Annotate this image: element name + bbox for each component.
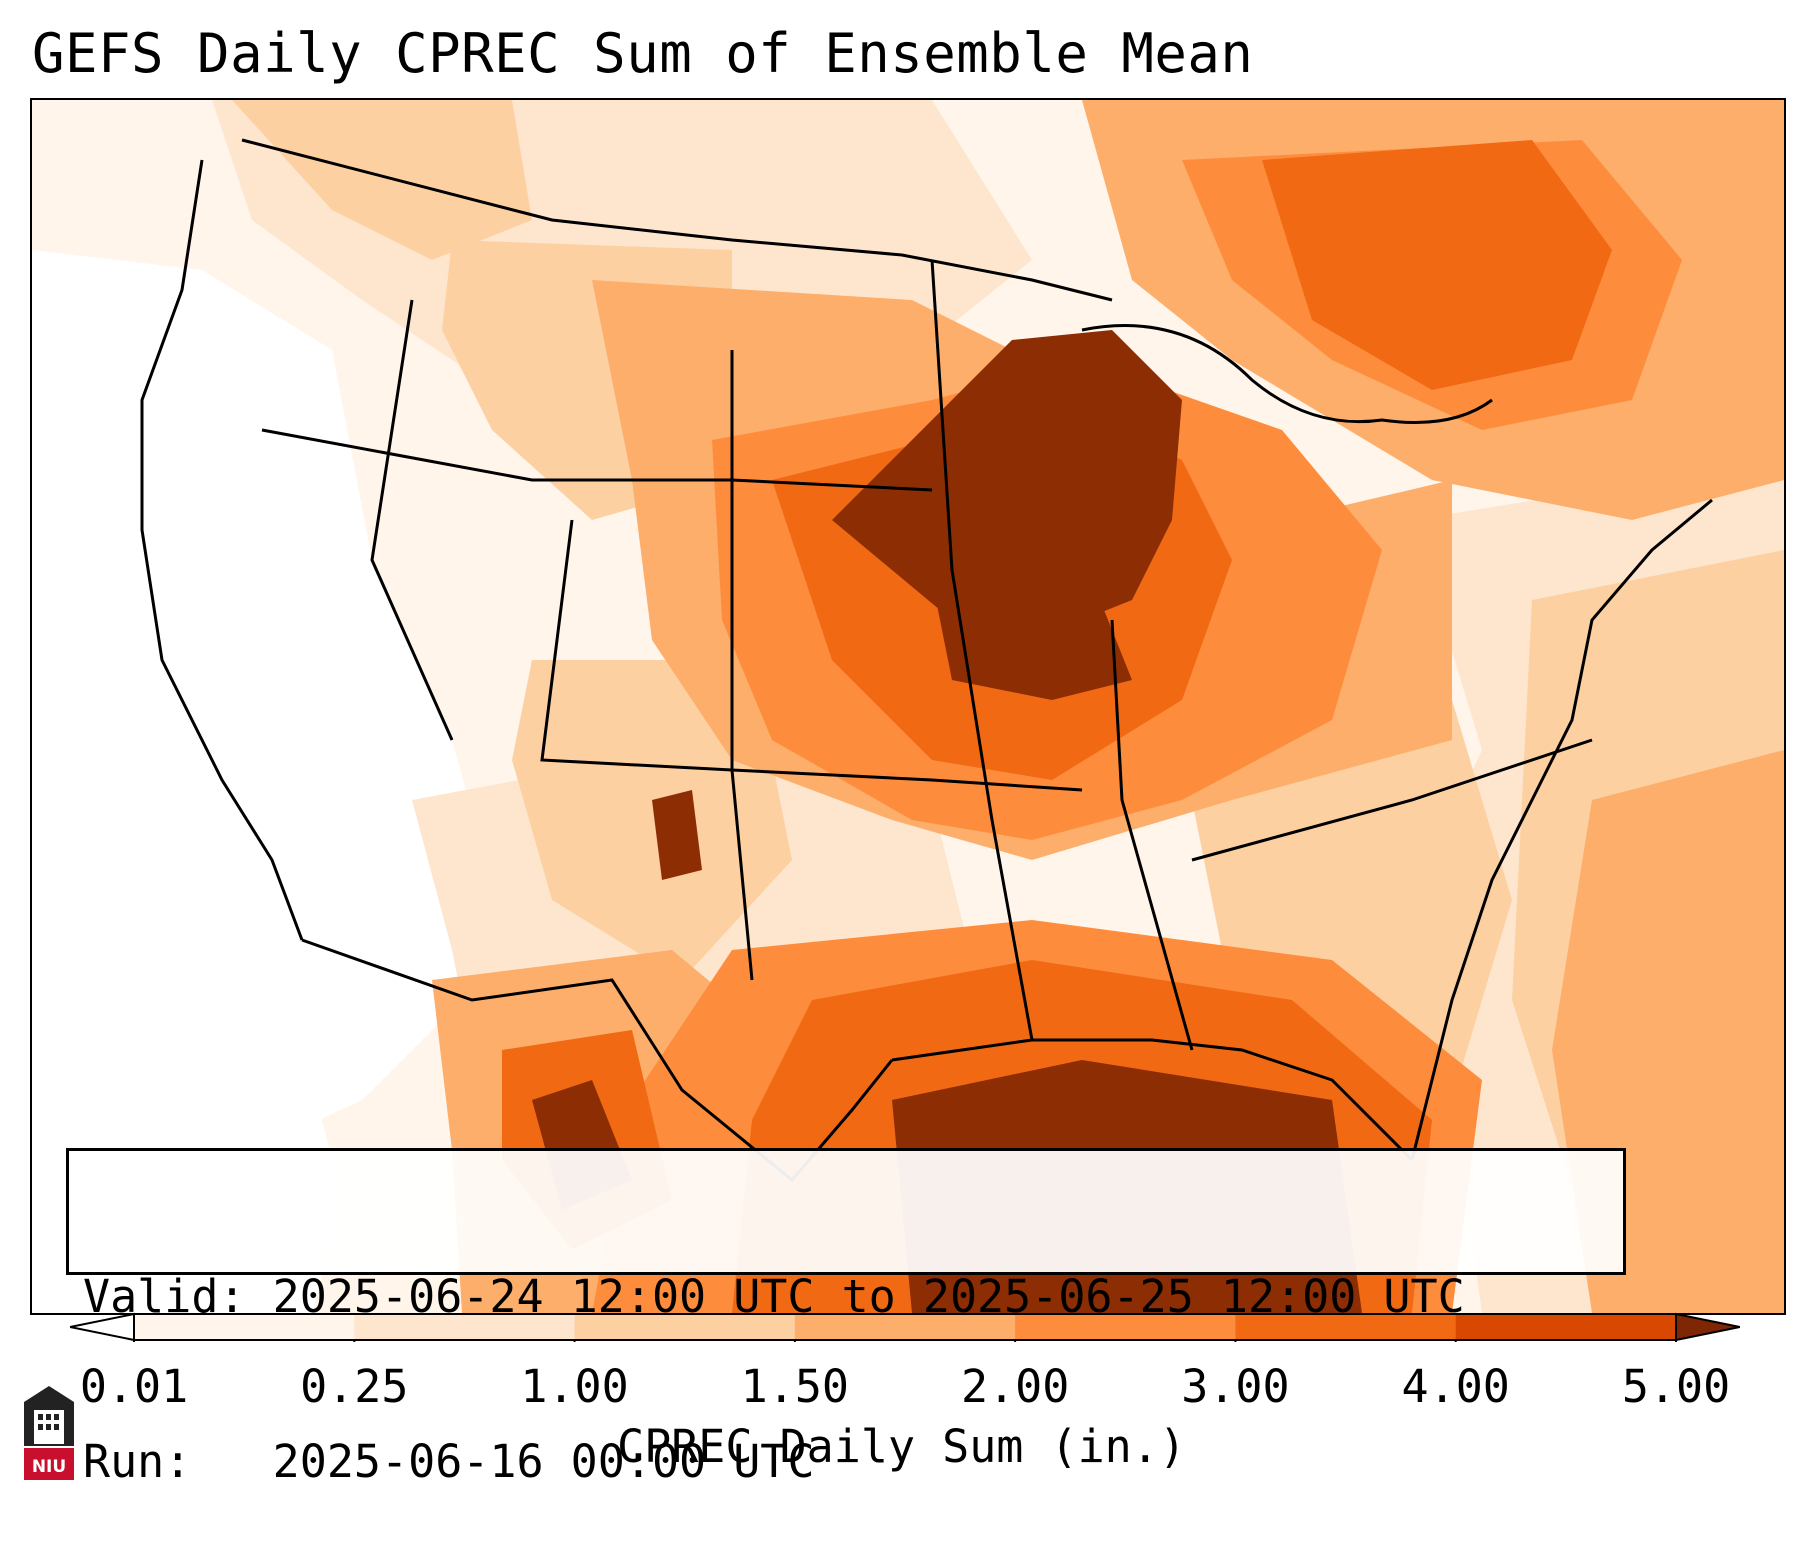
darkorange-precip-quebec <box>1262 140 1612 390</box>
gulf-coast <box>891 1038 1414 1162</box>
colorbar-tick-label: 4.00 <box>1401 1360 1510 1413</box>
colorbar-under-extension <box>70 1312 135 1342</box>
colorbar-segment <box>1015 1314 1236 1340</box>
state-borders <box>140 138 1713 1183</box>
colorbar-over-extension <box>1675 1312 1740 1342</box>
mexico-border <box>301 938 894 1183</box>
colorbar-segment <box>134 1314 355 1340</box>
med-precip-north-rockies <box>232 100 532 260</box>
interior-border-1 <box>370 299 454 741</box>
colorbar-tick-label: 1.00 <box>520 1360 629 1413</box>
peak-precip-new-mexico <box>652 790 702 880</box>
colorbar-segment <box>354 1314 576 1340</box>
colorbar-tick-label: 0.01 <box>79 1360 189 1413</box>
colorbar-tick-label: 0.25 <box>300 1360 409 1413</box>
logo-text: NIU <box>32 1457 66 1477</box>
colorbar-segment <box>1455 1314 1677 1340</box>
interior-border-5 <box>930 259 1034 1041</box>
interior-border-7 <box>1191 738 1593 862</box>
colorbar-outline <box>133 1313 1677 1341</box>
run-time-text: Run: 2025-06-16 00:00 UTC <box>83 1435 815 1488</box>
colorbar-segment <box>794 1314 1016 1340</box>
chart-title: GEFS Daily CPREC Sum of Ensemble Mean <box>32 22 1254 85</box>
colorbar <box>70 1312 1740 1342</box>
colorbar-tick-label: 2.00 <box>960 1360 1070 1413</box>
interior-border-2 <box>261 428 933 492</box>
colorbar-label: CPREC Daily Sum (in.) <box>617 1420 1186 1473</box>
niu-tower-logo-icon: NIU <box>24 1386 74 1480</box>
colorbar-tick-label: 1.50 <box>740 1360 850 1413</box>
peak-precip-iowa <box>932 580 1132 700</box>
colorbar-tick-label: 3.00 <box>1181 1360 1290 1413</box>
colorbar-tick-label: 5.00 <box>1621 1360 1731 1413</box>
east-coast <box>1410 498 1713 1161</box>
colorbar-segment <box>574 1314 796 1340</box>
peak-precip-upper-midwest <box>832 330 1182 640</box>
precipitation-map <box>30 98 1786 1315</box>
colorbar-segment <box>1235 1314 1457 1340</box>
great-lakes-outline <box>1081 324 1493 424</box>
interior-border-6 <box>1110 619 1194 1051</box>
canada-border <box>241 138 1113 302</box>
interior-border-4 <box>730 350 754 981</box>
west-coast <box>140 159 304 941</box>
valid-run-info-box: Valid: 2025-06-24 12:00 UTC to 2025-06-2… <box>66 1148 1626 1488</box>
